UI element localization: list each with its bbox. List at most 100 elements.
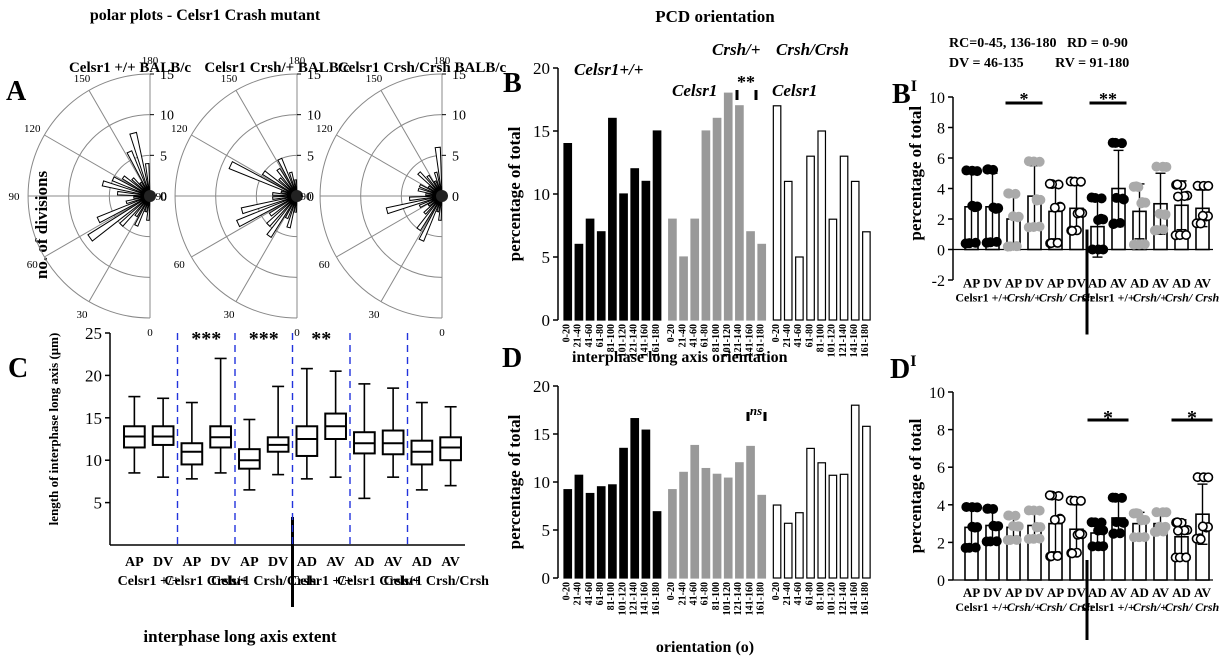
- data-point: [1136, 515, 1147, 526]
- polar-radial-tick: 15: [452, 68, 466, 83]
- polar-angle-tick: 90: [9, 191, 21, 203]
- x-tick-label: 41-60: [793, 582, 804, 605]
- x-tick-label: DV: [983, 276, 1002, 291]
- bar: [619, 447, 628, 579]
- polar-center: [144, 190, 156, 202]
- data-point: [1044, 178, 1055, 189]
- x-tick-label: 61-80: [700, 582, 711, 605]
- x-tick-label: 121-140: [628, 324, 639, 357]
- polar-bin: [144, 162, 151, 197]
- y-tick-label: 20: [533, 59, 550, 78]
- x-tick-label: 41-60: [688, 582, 699, 605]
- data-point: [969, 522, 980, 533]
- bar: [746, 445, 755, 579]
- polar-bin: [418, 195, 443, 242]
- significance-marker: ***: [191, 328, 221, 350]
- x-tick-label: DV: [1067, 585, 1086, 600]
- data-point: [1108, 219, 1119, 230]
- polar-radial-tick: 5: [307, 149, 314, 164]
- x-tick-label: AP: [240, 555, 259, 570]
- data-point: [961, 501, 972, 512]
- y-tick-label: 8: [937, 423, 945, 440]
- bar: [735, 105, 744, 321]
- x-tick-label: AV: [326, 555, 344, 570]
- data-point: [1139, 532, 1150, 543]
- data-point: [981, 237, 992, 248]
- x-tick-label: 21-40: [782, 324, 793, 347]
- group-label: Crsh/ Crsh: [1039, 291, 1094, 305]
- y-tick-label: 10: [533, 473, 550, 492]
- group-label: Celsr1 Crsh/+: [164, 574, 248, 589]
- bar: [652, 130, 662, 321]
- polar-bin: [266, 195, 298, 227]
- polar-spoke: [235, 90, 298, 197]
- polar-spoke: [88, 195, 151, 302]
- polar-bin: [134, 195, 151, 227]
- polar-bin: [433, 171, 443, 197]
- polar-bin: [288, 171, 298, 197]
- polar-radial-tick: 0: [307, 190, 314, 205]
- bar: [862, 231, 871, 321]
- group-label: Celsr1 +/+: [955, 600, 1008, 614]
- bar: [641, 429, 651, 579]
- y-tick-label: 20: [85, 366, 102, 385]
- polar-radial-tick: 10: [307, 109, 321, 124]
- data-point: [1203, 472, 1214, 483]
- bar: [806, 155, 815, 321]
- data-point: [1195, 534, 1206, 545]
- box: [238, 448, 261, 470]
- x-tick-label: AP: [183, 555, 202, 570]
- x-tick-label: AV: [1152, 585, 1170, 600]
- y-axis-label: percentage of total: [505, 126, 524, 261]
- polar-radial-tick: 15: [160, 68, 174, 83]
- y-axis-label: percentage of total: [906, 418, 925, 553]
- bar: [712, 117, 722, 321]
- x-tick-label: AD: [354, 555, 374, 570]
- box: [180, 442, 204, 466]
- x-tick-label: AV: [1110, 276, 1128, 291]
- x-tick-label: 61-80: [804, 324, 815, 347]
- group-label: Celsr1 Crsh/Crsh: [211, 574, 317, 589]
- x-tick-label: AP: [1005, 276, 1022, 291]
- y-tick-label: 0: [542, 311, 551, 330]
- polar-bin: [284, 195, 298, 220]
- y-tick-label: 4: [937, 182, 945, 199]
- c-xlabel: interphase long axis extent: [143, 627, 336, 646]
- significance-marker: *: [1187, 407, 1197, 429]
- x-tick-label: 61-80: [595, 324, 606, 347]
- bar: [817, 462, 827, 579]
- series-label: Celsr1: [772, 81, 817, 100]
- polar-bin: [277, 157, 298, 197]
- polar-spoke: [44, 195, 151, 258]
- polar-bin: [96, 195, 151, 224]
- x-tick-label: 81-100: [815, 324, 826, 352]
- group-label: Crsh/+: [1133, 291, 1167, 305]
- data-point: [1093, 215, 1104, 226]
- bar: [608, 117, 617, 321]
- data-point: [1034, 505, 1045, 516]
- data-point: [1108, 528, 1119, 539]
- polar-angle-tick: 60: [174, 259, 186, 271]
- polar-angle-tick: 150: [74, 73, 91, 85]
- y-tick-label: 10: [533, 185, 550, 204]
- x-tick-label: 121-140: [838, 582, 849, 615]
- significance-marker: **: [737, 72, 755, 92]
- bar: [563, 489, 573, 579]
- polar-angle-tick: 30: [369, 309, 381, 321]
- data-point: [1003, 188, 1014, 199]
- y-tick-label: 2: [937, 535, 945, 552]
- bar: [596, 486, 606, 579]
- polar-bin: [434, 146, 443, 197]
- bar: [828, 474, 838, 579]
- x-tick-label: 101-120: [722, 582, 733, 615]
- data-point: [1074, 528, 1085, 539]
- polar-radial-tick: 10: [160, 109, 174, 124]
- data-point: [988, 503, 999, 514]
- data-point: [1172, 517, 1183, 528]
- polar-bin: [126, 150, 151, 197]
- polar-spoke: [88, 90, 151, 197]
- bar: [585, 492, 595, 579]
